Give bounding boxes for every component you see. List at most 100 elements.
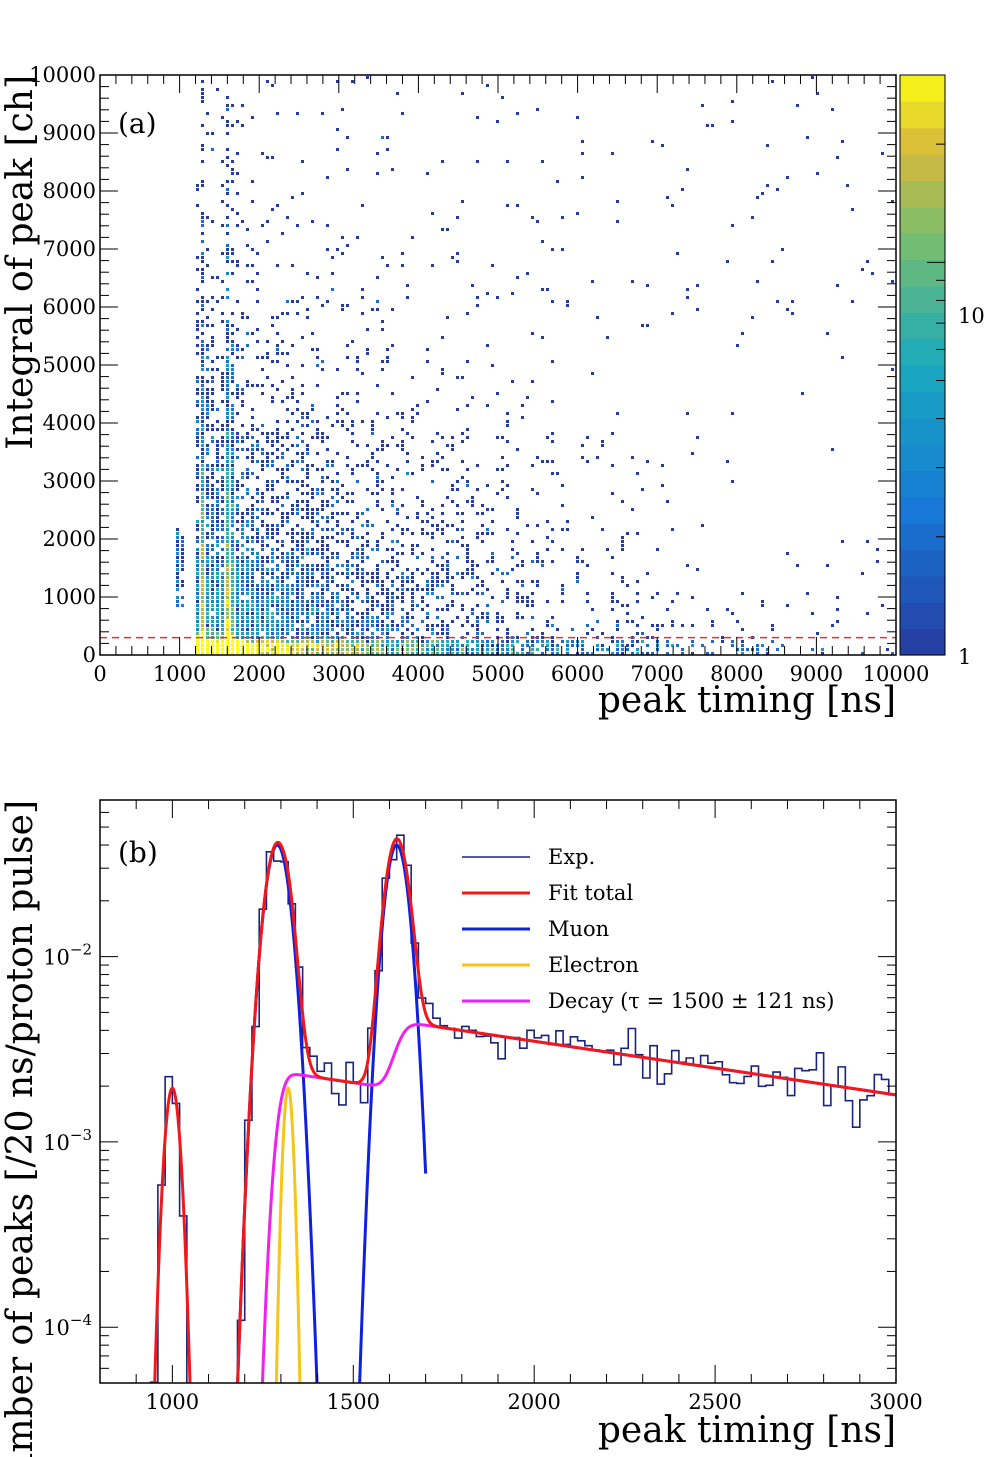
heatmap-cell <box>256 628 259 631</box>
heatmap-cell <box>326 624 329 627</box>
heatmap-cell <box>351 620 354 623</box>
heatmap-cell <box>266 568 269 571</box>
heatmap-cell <box>326 416 329 419</box>
heatmap-cell <box>211 476 214 479</box>
heatmap-cell <box>386 652 389 655</box>
heatmap-cell <box>231 488 234 491</box>
heatmap-cell <box>341 628 344 631</box>
heatmap-cell <box>426 360 429 363</box>
heatmap-cell <box>361 616 364 619</box>
heatmap-cell <box>251 248 254 251</box>
heatmap-cell <box>271 560 274 563</box>
heatmap-cell <box>316 296 319 299</box>
heatmap-cell <box>406 432 409 435</box>
heatmap-cell <box>421 528 424 531</box>
heatmap-cell <box>231 632 234 635</box>
heatmap-cell <box>226 148 229 151</box>
heatmap-cell <box>621 576 624 579</box>
heatmap-cell <box>651 140 654 143</box>
heatmap-cell <box>336 616 339 619</box>
heatmap-cell <box>321 584 324 587</box>
heatmap-cell <box>226 448 229 451</box>
heatmap-cell <box>276 596 279 599</box>
heatmap-cell <box>226 632 229 635</box>
heatmap-cell <box>361 524 364 527</box>
heatmap-cell <box>206 592 209 595</box>
heatmap-cell <box>301 364 304 367</box>
heatmap-cell <box>411 548 414 551</box>
heatmap-cell <box>206 632 209 635</box>
heatmap-cell <box>226 420 229 423</box>
heatmap-cell <box>301 576 304 579</box>
heatmap-cell <box>396 564 399 567</box>
heatmap-cell <box>431 464 434 467</box>
heatmap-cell <box>621 536 624 539</box>
heatmap-cell <box>376 544 379 547</box>
heatmap-cell <box>221 436 224 439</box>
heatmap-cell <box>336 500 339 503</box>
heatmap-cell <box>241 608 244 611</box>
heatmap-cell <box>281 592 284 595</box>
heatmap-cell <box>336 564 339 567</box>
heatmap-cell <box>206 600 209 603</box>
heatmap-cell <box>446 648 449 651</box>
heatmap-cell <box>346 612 349 615</box>
heatmap-cell <box>421 456 424 459</box>
heatmap-cell <box>281 632 284 635</box>
heatmap-cell <box>341 640 344 643</box>
heatmap-cell <box>316 592 319 595</box>
heatmap-cell <box>336 512 339 515</box>
heatmap-cell <box>221 580 224 583</box>
heatmap-cell <box>641 616 644 619</box>
heatmap-cell <box>441 620 444 623</box>
heatmap-cell <box>331 620 334 623</box>
heatmap-cell <box>356 592 359 595</box>
heatmap-cell <box>516 512 519 515</box>
heatmap-cell <box>416 516 419 519</box>
heatmap-cell <box>306 600 309 603</box>
heatmap-cell <box>181 568 184 571</box>
heatmap-cell <box>216 464 219 467</box>
heatmap-cell <box>206 300 209 303</box>
heatmap-cell <box>631 644 634 647</box>
heatmap-cell <box>846 184 849 187</box>
heatmap-cell <box>516 592 519 595</box>
heatmap-cell <box>281 648 284 651</box>
heatmap-cell <box>196 404 199 407</box>
heatmap-cell <box>361 548 364 551</box>
heatmap-cell <box>246 280 249 283</box>
heatmap-cell <box>326 500 329 503</box>
heatmap-cell <box>636 632 639 635</box>
heatmap-cell <box>271 464 274 467</box>
heatmap-cell <box>216 580 219 583</box>
heatmap-cell <box>681 188 684 191</box>
heatmap-cell <box>441 580 444 583</box>
heatmap-cell <box>216 368 219 371</box>
heatmap-cell <box>366 460 369 463</box>
heatmap-cell <box>211 408 214 411</box>
heatmap-cell <box>371 648 374 651</box>
colorbar-ticks <box>927 74 945 656</box>
heatmap-cell <box>621 648 624 651</box>
heatmap-cell <box>356 644 359 647</box>
heatmap-cell <box>566 300 569 303</box>
heatmap-cell <box>256 328 259 331</box>
heatmap-cell <box>206 380 209 383</box>
heatmap-cell <box>226 612 229 615</box>
heatmap-cell <box>361 580 364 583</box>
heatmap-cell <box>251 588 254 591</box>
heatmap-cell <box>326 520 329 523</box>
heatmap-cell <box>366 348 369 351</box>
heatmap-cell <box>531 464 534 467</box>
heatmap-cell <box>441 160 444 163</box>
heatmap-cell <box>211 388 214 391</box>
heatmap-cell <box>211 376 214 379</box>
y-tick-label: 1000 <box>43 585 96 609</box>
heatmap-cell <box>426 648 429 651</box>
heatmap-cell <box>861 652 864 655</box>
heatmap-cell <box>346 412 349 415</box>
heatmap-cell <box>566 528 569 531</box>
heatmap-cell <box>231 172 234 175</box>
heatmap-cell <box>366 76 369 79</box>
colorbar-band <box>900 233 945 261</box>
